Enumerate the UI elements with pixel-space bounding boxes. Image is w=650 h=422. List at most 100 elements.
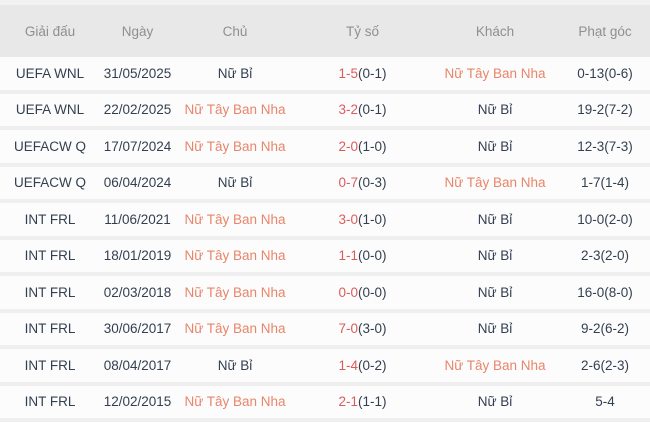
date-cell: 12/02/2015: [100, 394, 175, 409]
fulltime-score: 1-1: [338, 248, 358, 264]
away-team-cell: Nữ Bỉ: [430, 212, 560, 227]
away-team-name[interactable]: Nữ Bỉ: [477, 211, 513, 227]
date-label: 11/06/2021: [104, 211, 171, 227]
tournament-label: INT FRL: [24, 211, 76, 227]
corners-cell: 5-4: [560, 394, 650, 409]
home-team-name[interactable]: Nữ Tây Ban Nha: [184, 321, 286, 337]
halftime-score: (0-1): [358, 102, 387, 118]
tournament-label: INT FRL: [24, 394, 76, 410]
date-label: 17/07/2024: [103, 138, 172, 154]
table-body: UEFA WNL 31/05/2025 Nữ Bỉ 1-5(0-1) Nữ Tâ…: [0, 57, 650, 418]
away-team-name[interactable]: Nữ Bỉ: [477, 321, 513, 337]
halftime-score: (1-0): [358, 138, 387, 154]
date-cell: 17/07/2024: [100, 139, 175, 154]
tournament-cell: INT FRL: [0, 248, 100, 263]
column-header-home: Chủ: [222, 23, 248, 39]
date-cell: 06/04/2024: [100, 175, 175, 190]
away-team-name[interactable]: Nữ Tây Ban Nha: [444, 175, 546, 191]
away-team-name[interactable]: Nữ Bỉ: [477, 138, 513, 154]
score-cell: 2-1(1-1): [295, 394, 430, 409]
corners-value: 2-3(2-0): [580, 248, 629, 264]
tournament-cell: UEFA WNL: [0, 102, 100, 117]
date-label: 02/03/2018: [103, 284, 172, 300]
date-label: 31/05/2025: [103, 65, 172, 81]
table-row: INT FRL 11/06/2021 Nữ Tây Ban Nha 3-0(1-…: [0, 203, 650, 236]
fulltime-score: 3-0: [338, 211, 358, 227]
away-team-name[interactable]: Nữ Bỉ: [477, 248, 513, 264]
corners-value: 1-7(1-4): [580, 175, 629, 191]
home-team-cell: Nữ Tây Ban Nha: [175, 102, 295, 117]
tournament-label: UEFA WNL: [15, 102, 85, 118]
home-team-name[interactable]: Nữ Tây Ban Nha: [184, 284, 286, 300]
table-row: INT FRL 08/04/2017 Nữ Bỉ 1-4(0-2) Nữ Tây…: [0, 349, 650, 382]
home-team-name[interactable]: Nữ Tây Ban Nha: [184, 138, 286, 154]
fulltime-score: 1-4: [338, 357, 358, 373]
score-cell: 7-0(3-0): [295, 321, 430, 336]
column-header-tournament: Giải đấu: [24, 23, 76, 39]
home-team-name[interactable]: Nữ Bỉ: [217, 175, 253, 191]
home-team-cell: Nữ Tây Ban Nha: [175, 248, 295, 263]
halftime-score: (1-1): [358, 394, 387, 410]
fulltime-score: 0-7: [338, 175, 358, 191]
away-team-cell: Nữ Bỉ: [430, 248, 560, 263]
column-header-score: Tỷ số: [345, 23, 379, 39]
score-cell: 0-0(0-0): [295, 285, 430, 300]
score-cell: 3-0(1-0): [295, 212, 430, 227]
corners-cell: 16-0(8-0): [560, 285, 650, 300]
away-team-name[interactable]: Nữ Bỉ: [477, 102, 513, 118]
corners-value: 5-4: [595, 394, 615, 410]
halftime-score: (0-0): [358, 248, 387, 264]
home-team-name[interactable]: Nữ Tây Ban Nha: [184, 102, 286, 118]
home-team-name[interactable]: Nữ Tây Ban Nha: [184, 394, 286, 410]
column-header-corners: Phạt góc: [578, 23, 632, 39]
home-team-name[interactable]: Nữ Bỉ: [217, 357, 253, 373]
date-label: 18/01/2019: [103, 248, 172, 264]
halftime-score: (3-0): [358, 321, 387, 337]
tournament-cell: INT FRL: [0, 321, 100, 336]
tournament-label: INT FRL: [24, 284, 76, 300]
corners-cell: 10-0(2-0): [560, 212, 650, 227]
home-team-name[interactable]: Nữ Tây Ban Nha: [184, 248, 286, 264]
corners-cell: 12-3(7-3): [560, 139, 650, 154]
date-cell: 22/02/2025: [100, 102, 175, 117]
halftime-score: (1-0): [358, 211, 387, 227]
tournament-label: UEFACW Q: [13, 175, 86, 191]
home-team-cell: Nữ Tây Ban Nha: [175, 321, 295, 336]
away-team-name[interactable]: Nữ Bỉ: [477, 394, 513, 410]
date-cell: 02/03/2018: [100, 285, 175, 300]
score-cell: 1-1(0-0): [295, 248, 430, 263]
date-label: 30/06/2017: [103, 321, 172, 337]
column-header-date: Ngày: [121, 23, 154, 39]
home-team-cell: Nữ Tây Ban Nha: [175, 285, 295, 300]
away-team-cell: Nữ Bỉ: [430, 139, 560, 154]
away-team-cell: Nữ Tây Ban Nha: [430, 358, 560, 373]
home-team-cell: Nữ Bỉ: [175, 66, 295, 81]
score-cell: 3-2(0-1): [295, 102, 430, 117]
corners-value: 2-6(2-3): [580, 357, 629, 373]
tournament-label: UEFA WNL: [15, 65, 85, 81]
corners-value: 12-3(7-3): [577, 138, 633, 154]
date-cell: 18/01/2019: [100, 248, 175, 263]
home-team-name[interactable]: Nữ Tây Ban Nha: [184, 211, 286, 227]
away-team-name[interactable]: Nữ Tây Ban Nha: [444, 357, 546, 373]
fulltime-score: 0-0: [338, 284, 358, 300]
tournament-cell: INT FRL: [0, 394, 100, 409]
home-team-name[interactable]: Nữ Bỉ: [217, 65, 253, 81]
top-strip: [0, 0, 650, 5]
table-row: INT FRL 30/06/2017 Nữ Tây Ban Nha 7-0(3-…: [0, 312, 650, 345]
date-cell: 08/04/2017: [100, 358, 175, 373]
away-team-name[interactable]: Nữ Bỉ: [477, 284, 513, 300]
date-label: 06/04/2024: [103, 175, 172, 191]
date-cell: 31/05/2025: [100, 66, 175, 81]
date-cell: 30/06/2017: [100, 321, 175, 336]
away-team-name[interactable]: Nữ Tây Ban Nha: [444, 65, 546, 81]
home-team-cell: Nữ Tây Ban Nha: [175, 394, 295, 409]
corners-value: 0-13(0-6): [577, 65, 633, 81]
home-team-cell: Nữ Tây Ban Nha: [175, 139, 295, 154]
home-team-cell: Nữ Bỉ: [175, 358, 295, 373]
corners-cell: 0-13(0-6): [560, 66, 650, 81]
home-team-cell: Nữ Bỉ: [175, 175, 295, 190]
corners-value: 16-0(8-0): [577, 284, 633, 300]
table-row: UEFACW Q 17/07/2024 Nữ Tây Ban Nha 2-0(1…: [0, 130, 650, 163]
halftime-score: (0-0): [358, 284, 387, 300]
